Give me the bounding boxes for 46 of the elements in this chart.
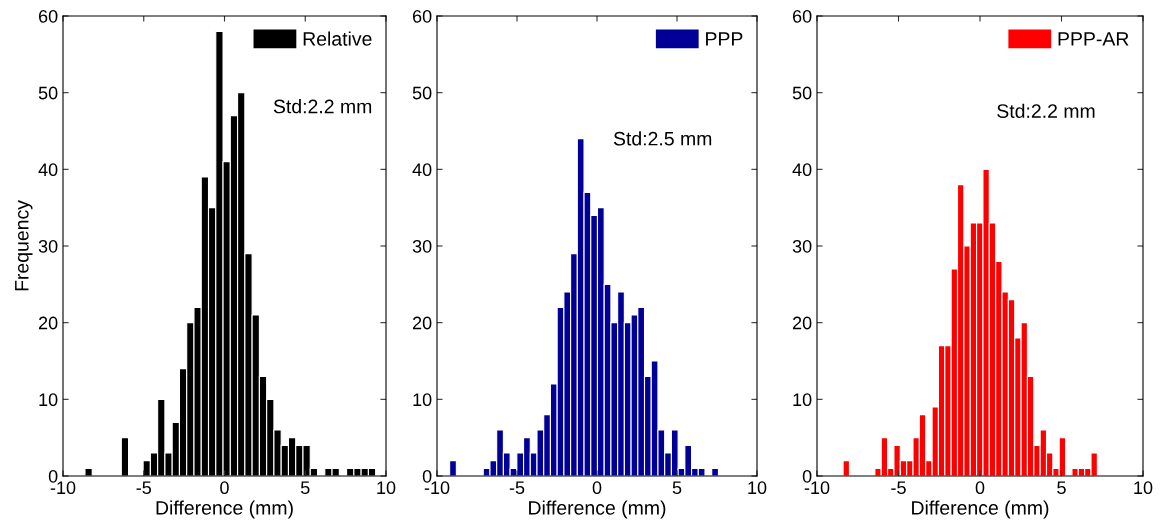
y-tick-label: 60 (38, 9, 58, 23)
y-tick-label: 40 (792, 163, 812, 177)
legend-label: PPP (706, 32, 743, 46)
y-tick-label: 50 (412, 86, 432, 100)
x-tick-label: 10 (1134, 481, 1153, 495)
y-tick-label: 50 (38, 86, 58, 100)
x-tick-label: -5 (509, 481, 525, 495)
x-tick-label: -10 (804, 481, 830, 495)
x-tick-label: 10 (748, 481, 767, 495)
x-tick-label: 5 (672, 481, 682, 495)
y-tick-label: 20 (792, 316, 812, 330)
x-axis-title: Difference (mm) (529, 500, 666, 519)
y-tick-label: 30 (412, 239, 432, 253)
x-tick-label: 5 (1057, 481, 1066, 495)
y-tick-label: 30 (792, 239, 812, 253)
y-tick-label: 10 (39, 393, 58, 407)
x-tick-label: -10 (50, 481, 76, 495)
x-tick-label: -10 (424, 481, 450, 495)
y-tick-label: 40 (38, 163, 58, 177)
x-tick-label: -5 (891, 481, 906, 495)
y-tick-label: 10 (413, 393, 432, 407)
annotation: Std:2.2 mm (997, 103, 1095, 118)
annotation: Std:2.2 mm (273, 99, 372, 114)
y-tick-label: 60 (792, 9, 812, 23)
x-axis-title: Difference (mm) (156, 500, 293, 519)
y-tick-label: 10 (793, 393, 812, 407)
legend-label: PPP-AR (1058, 32, 1129, 46)
y-axis-title: Frequency (15, 200, 33, 291)
y-tick-label: 60 (412, 9, 432, 23)
x-tick-label: 0 (975, 481, 985, 495)
y-tick-label: 20 (412, 316, 432, 330)
legend-label: Relative (303, 31, 372, 46)
x-tick-label: 10 (377, 481, 396, 495)
x-tick-label: 0 (220, 481, 229, 495)
y-tick-label: 50 (792, 86, 812, 100)
x-tick-label: 5 (300, 481, 310, 495)
annotation: Std:2.5 mm (613, 131, 712, 146)
y-tick-label: 0 (802, 469, 812, 483)
x-axis-title: Difference (mm) (912, 500, 1049, 519)
y-tick-label: 30 (38, 239, 58, 253)
x-tick-label: -5 (136, 481, 152, 495)
x-tick-label: 0 (592, 481, 602, 495)
y-tick-label: 0 (422, 469, 432, 483)
y-tick-label: 0 (48, 469, 58, 483)
y-tick-label: 40 (412, 163, 432, 177)
y-tick-label: 20 (38, 316, 58, 330)
